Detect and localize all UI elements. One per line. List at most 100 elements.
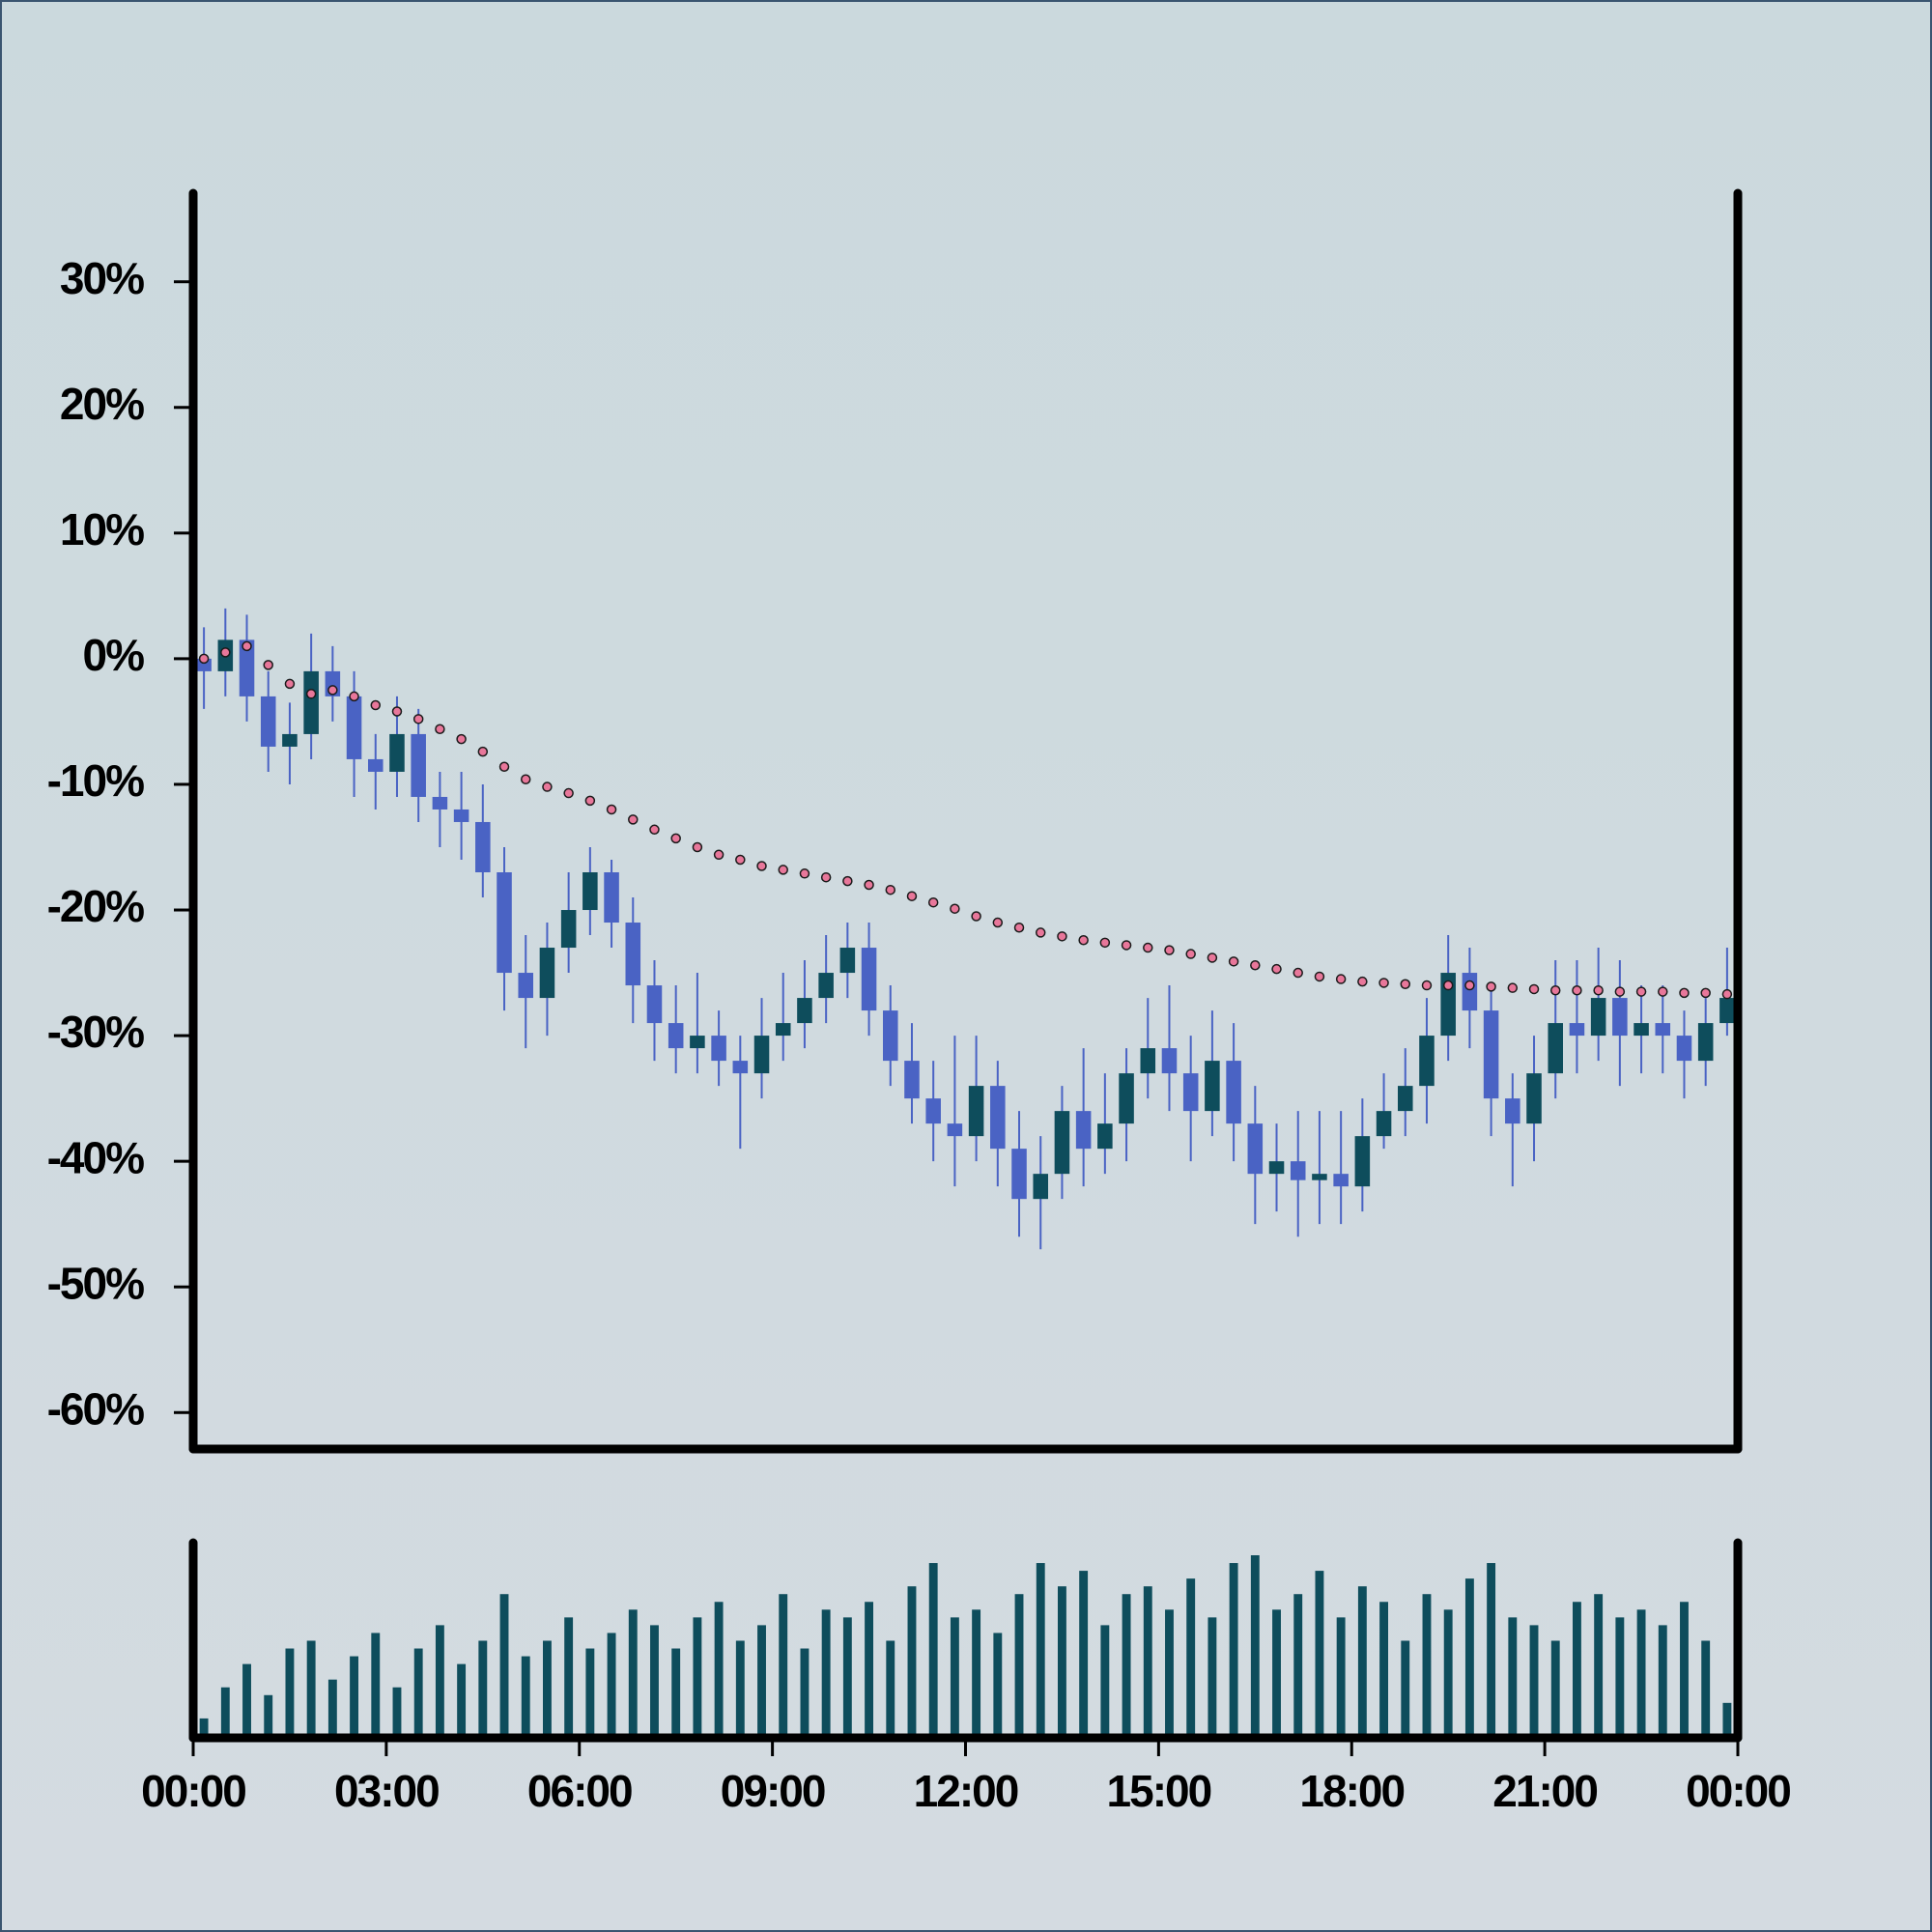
volume-bar — [907, 1586, 917, 1734]
candle-body — [690, 1036, 705, 1049]
volume-bar — [1336, 1617, 1346, 1734]
moving-average-dot — [584, 795, 596, 807]
candle-body — [1140, 1048, 1156, 1074]
moving-average-dot — [391, 706, 403, 717]
candle-body — [1569, 1023, 1585, 1037]
volume-bar — [800, 1648, 810, 1734]
candle-body — [646, 985, 663, 1024]
moving-average-dot — [542, 781, 553, 792]
candle-body — [1676, 1036, 1692, 1062]
candle-body — [497, 872, 512, 974]
volume-bar — [1143, 1586, 1152, 1734]
moving-average-dot — [1357, 976, 1368, 987]
volume-bar — [1401, 1640, 1410, 1734]
moving-average-dot — [263, 660, 273, 670]
candle-body — [1054, 1111, 1070, 1175]
candle-body — [239, 639, 255, 696]
volume-bar — [1529, 1625, 1539, 1734]
volume-bar — [1293, 1594, 1303, 1734]
candle-body — [389, 733, 405, 772]
y-tick-label: -10% — [47, 755, 144, 806]
volume-bar — [1636, 1609, 1646, 1734]
moving-average-dot — [370, 699, 382, 711]
moving-average-dot — [649, 824, 660, 836]
volume-bar — [735, 1640, 745, 1734]
moving-average-dot — [1507, 982, 1519, 993]
y-tick-label: -60% — [47, 1383, 144, 1434]
moving-average-dot — [1679, 987, 1690, 999]
candle-body — [1590, 998, 1606, 1037]
moving-average-dot — [992, 917, 1004, 928]
moving-average-dot — [692, 841, 703, 853]
volume-bar — [1379, 1602, 1389, 1734]
candle-body — [475, 821, 491, 873]
x-tick-label: 12:00 — [914, 1766, 1018, 1816]
moving-average-dot — [1635, 986, 1647, 997]
candle-body — [1333, 1174, 1349, 1187]
candle-body — [1526, 1073, 1542, 1124]
volume-bar — [1572, 1602, 1581, 1734]
x-tick-label: 15:00 — [1107, 1766, 1211, 1816]
volume-bar — [1443, 1609, 1453, 1734]
candle-body — [453, 809, 469, 822]
candle-body — [625, 923, 641, 986]
volume-bar — [1487, 1563, 1496, 1734]
moving-average-dot — [1121, 940, 1132, 951]
candle-body — [1548, 1023, 1564, 1074]
candle-body — [775, 1023, 791, 1037]
y-tick-label: 10% — [60, 504, 144, 554]
moving-average-dot — [799, 868, 810, 879]
volume-bar — [1057, 1586, 1066, 1734]
volume-bar — [1422, 1594, 1432, 1734]
moving-average-dot — [1335, 974, 1347, 984]
moving-average-dot — [713, 849, 724, 861]
moving-average-dot — [520, 774, 531, 785]
volume-bar — [1658, 1625, 1667, 1734]
volume-bar — [1508, 1617, 1518, 1734]
candle-body — [1312, 1174, 1327, 1180]
volume-bar — [1186, 1578, 1196, 1734]
volume-bar — [757, 1625, 766, 1734]
x-tick-label: 03:00 — [334, 1766, 439, 1816]
candle-body — [303, 670, 319, 734]
y-tick-label: 0% — [83, 630, 145, 680]
candle-body — [668, 1023, 684, 1049]
candle-body — [1247, 1123, 1264, 1175]
volume-bar — [821, 1609, 831, 1734]
volume-bar — [886, 1640, 895, 1734]
volume-bar — [1550, 1640, 1560, 1734]
volume-bar — [1272, 1609, 1281, 1734]
candle-body — [839, 948, 856, 974]
volume-bar — [478, 1640, 488, 1734]
volume-bar — [714, 1602, 724, 1734]
moving-average-dot — [1057, 931, 1067, 942]
moving-average-dot — [1700, 987, 1711, 999]
moving-average-dot — [1614, 986, 1626, 997]
candle-body — [1290, 1161, 1306, 1180]
x-tick-label: 21:00 — [1492, 1766, 1597, 1816]
volume-bar — [392, 1687, 402, 1734]
volume-bar — [1250, 1555, 1260, 1734]
volume-bar — [1014, 1594, 1024, 1734]
moving-average-dot — [1035, 927, 1046, 938]
moving-average-dot — [1164, 945, 1175, 955]
candle-body — [861, 948, 877, 1011]
volume-bar — [1208, 1617, 1217, 1734]
moving-average-dot — [1250, 959, 1261, 971]
candle-body — [797, 998, 812, 1024]
candle-body — [1033, 1174, 1049, 1200]
candle-body — [1655, 1023, 1671, 1037]
candle-body — [367, 758, 384, 772]
moving-average-dot — [735, 854, 746, 866]
moving-average-dot — [906, 891, 918, 901]
volume-bar — [457, 1663, 467, 1734]
moving-average-dot — [327, 685, 338, 696]
volume-bar — [1079, 1571, 1089, 1734]
moving-average-dot — [498, 761, 510, 772]
volume-bar — [306, 1640, 316, 1734]
volume-bar — [693, 1617, 702, 1734]
moving-average-dot — [1271, 963, 1282, 975]
candle-body — [1226, 1061, 1241, 1124]
moving-average-dot — [1486, 981, 1496, 992]
volume-bar — [435, 1625, 444, 1734]
